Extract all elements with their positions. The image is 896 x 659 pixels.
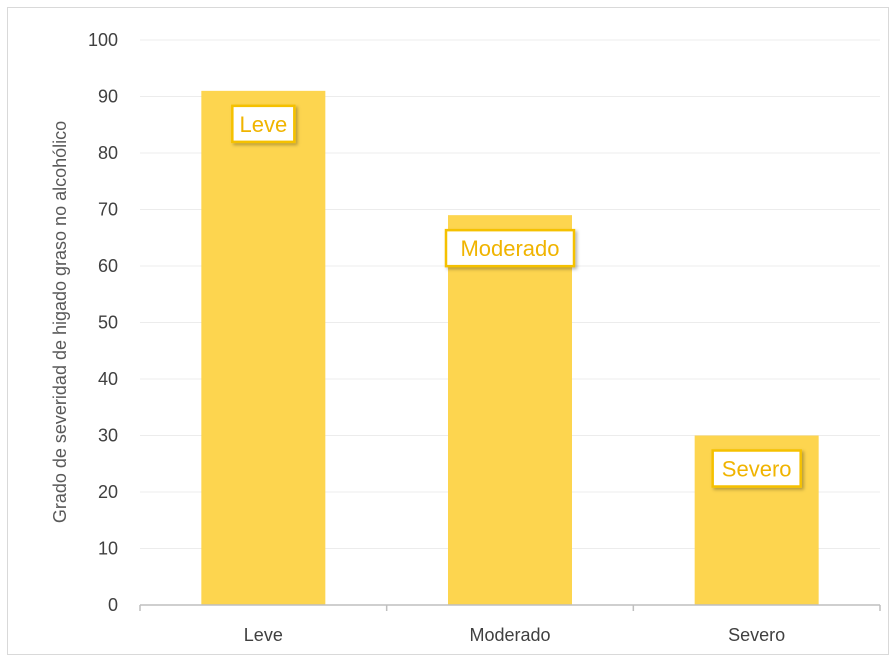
y-axis-ticks: 0 10 20 30 40 50 60 70 80 90 100 <box>88 30 118 615</box>
y-tick-label: 60 <box>98 256 118 276</box>
data-label-box <box>444 228 576 268</box>
y-tick-label: 100 <box>88 30 118 50</box>
data-label-leve: Leve <box>231 104 296 144</box>
x-category-label: Moderado <box>469 625 550 645</box>
y-tick-label: 70 <box>98 200 118 220</box>
bar-moderado <box>448 215 572 605</box>
y-tick-label: 40 <box>98 369 118 389</box>
data-label-box <box>711 449 802 488</box>
y-axis-title: Grado de severidad de higado graso no al… <box>50 121 70 523</box>
y-tick-label: 50 <box>98 313 118 333</box>
y-tick-label: 10 <box>98 539 118 559</box>
bars <box>201 90 819 606</box>
data-label-severo: Severo <box>711 449 802 488</box>
data-label-moderado: Moderado <box>444 228 576 268</box>
y-tick-label: 90 <box>98 87 118 107</box>
x-category-label: Severo <box>728 625 785 645</box>
y-tick-label: 30 <box>98 426 118 446</box>
x-axis: Leve Moderado Severo <box>139 604 881 645</box>
y-tick-label: 0 <box>108 595 118 615</box>
data-labels: Leve Moderado Severo <box>231 104 802 488</box>
data-label-box <box>231 104 296 144</box>
bar-leve <box>201 90 326 606</box>
data-label-text: Leve <box>239 112 287 137</box>
x-category-label: Leve <box>244 625 283 645</box>
y-tick-label: 80 <box>98 143 118 163</box>
y-tick-label: 20 <box>98 482 118 502</box>
data-label-text: Moderado <box>460 236 559 261</box>
data-label-text: Severo <box>722 457 792 482</box>
